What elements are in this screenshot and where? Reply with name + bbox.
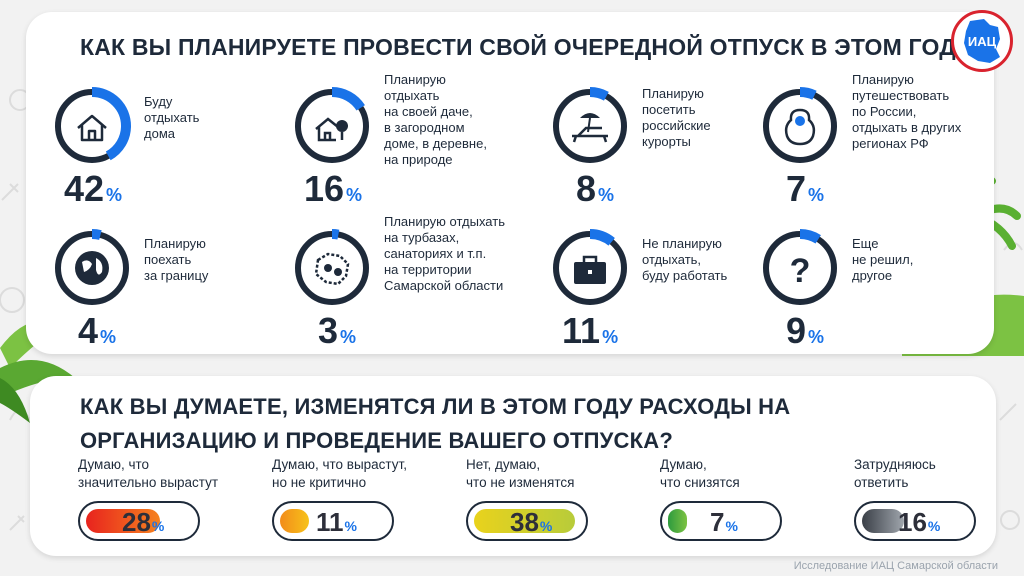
vacation-plan-label: Планирую путешествовать по России, отдыхать… [852, 72, 962, 151]
vacation-plan-item: Не планирую отдыхать, буду работать 11% [550, 228, 780, 358]
vacation-plan-label: Планирую посетить российские курорты [642, 86, 711, 149]
vacation-plan-percent: 42% [64, 168, 123, 209]
expense-value-text: 16% [898, 507, 941, 537]
progress-ring [550, 228, 630, 308]
expense-option-label: Думаю, что вырастут, но не критично [272, 457, 407, 490]
progress-ring [52, 86, 132, 166]
expense-value-bar [862, 509, 904, 533]
vacation-plan-label: Буду отдыхать дома [144, 94, 200, 141]
vacation-plans-panel [26, 12, 994, 354]
expenses-title: Как вы думаете, изменятся ли в этом году… [80, 394, 791, 453]
vacation-plan-percent: 8% [576, 168, 615, 209]
region-map-icon [314, 252, 350, 286]
vacation-plan-percent: 9% [786, 310, 825, 351]
vacation-plan-percent: 16% [304, 168, 363, 209]
vacation-plan-item: Буду отдыхать дома 42% [52, 86, 282, 216]
expense-value-pill: 38% [466, 501, 588, 541]
briefcase-icon [574, 255, 606, 284]
expense-value-pill: 16% [854, 501, 976, 541]
vacation-plan-item: Планирую отдыхать на своей даче, в загородн… [292, 72, 522, 216]
expense-value-text: 28% [122, 507, 165, 537]
expense-value-bar [668, 509, 687, 533]
vacation-plan-label: Планирую поехать за границу [144, 236, 209, 283]
progress-ring [292, 86, 372, 166]
footer-source: Исследование ИАЦ Самарской области [793, 560, 998, 572]
vacation-plan-label: Планирую отдыхать на своей даче, в загородн… [384, 72, 487, 167]
vacation-plans-title: Как Вы планируете провести свой очередно… [80, 34, 985, 60]
expense-option-label: Нет, думаю, что не изменятся [466, 457, 575, 490]
progress-ring: ? [760, 228, 840, 308]
progress-ring [292, 228, 372, 308]
expense-value-bar [86, 509, 160, 533]
matryoshka-icon [784, 108, 816, 146]
expense-option-label: Думаю, что снизятся [660, 457, 740, 490]
expense-value-bar [280, 509, 309, 533]
expense-value-text: 7% [710, 507, 738, 537]
vacation-plan-item: Планирую посетить российские курорты 8% [550, 86, 780, 216]
country-house-icon [315, 117, 348, 142]
logo-text: ИАЦ [967, 34, 997, 49]
expense-value-pill: 11% [272, 501, 394, 541]
expense-value-pill: 28% [78, 501, 200, 541]
expense-option-label: Думаю, что значительно вырастут [78, 457, 219, 490]
vacation-plan-label: Еще не решил, другое [852, 236, 914, 283]
expense-value-bar [474, 509, 575, 533]
vacation-plan-label: Планирую отдыхать на турбазах, санаториях … [384, 214, 505, 293]
expense-option-label: Затрудняюсь ответить [854, 457, 936, 490]
svg-text:?: ? [790, 252, 811, 290]
vacation-plan-label: Не планирую отдыхать, буду работать [642, 236, 728, 283]
vacation-plan-percent: 3% [318, 310, 357, 351]
progress-ring [760, 86, 840, 166]
vacation-plan-item: Планирую отдыхать на турбазах, санаториях … [292, 214, 522, 358]
expense-value-pill: 7% [660, 501, 782, 541]
region-shape-icon [964, 19, 1000, 63]
globe-icon [75, 251, 109, 285]
house-icon [77, 114, 107, 142]
vacation-plan-percent: 11% [562, 310, 619, 351]
vacation-plan-percent: 7% [786, 168, 825, 209]
iac-logo: ИАЦ [951, 10, 1013, 72]
progress-ring [52, 228, 132, 308]
vacation-plan-item: Планирую путешествовать по России, отдыхать… [760, 72, 990, 216]
vacation-plan-percent: 4% [78, 310, 117, 351]
question-icon: ? [790, 252, 811, 290]
sunbed-icon [572, 113, 608, 143]
vacation-plan-item: Планирую поехать за границу 4% [52, 228, 282, 358]
progress-ring [550, 86, 630, 166]
expense-value-text: 38% [510, 507, 553, 537]
vacation-plan-item: ? Еще не решил, другое 9% [760, 228, 990, 358]
expense-value-text: 11% [316, 507, 357, 537]
